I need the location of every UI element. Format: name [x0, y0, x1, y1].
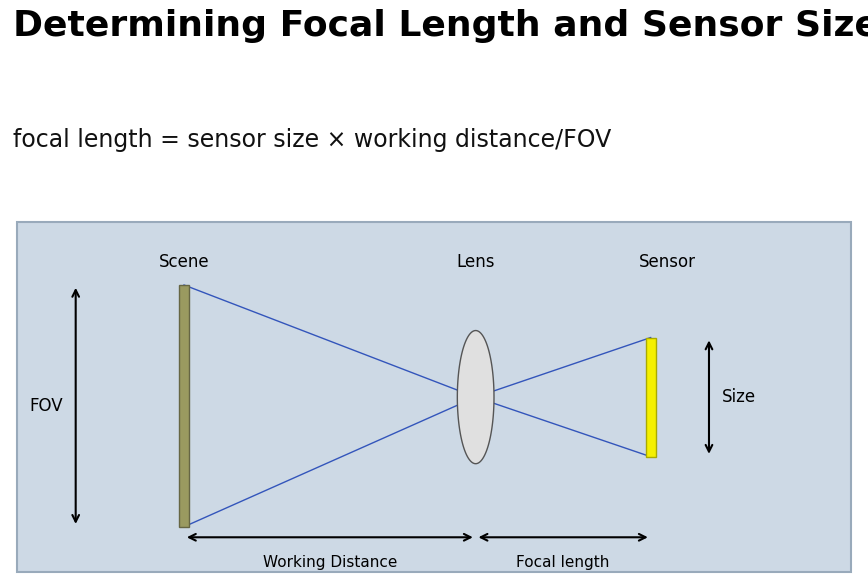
Text: focal length = sensor size × working distance/FOV: focal length = sensor size × working dis… [13, 128, 611, 152]
Text: Lens: Lens [457, 253, 495, 272]
Polygon shape [457, 331, 494, 464]
Text: Sensor: Sensor [639, 253, 696, 272]
Text: Determining Focal Length and Sensor Size: Determining Focal Length and Sensor Size [13, 9, 868, 43]
Text: Scene: Scene [159, 253, 209, 272]
Bar [179, 285, 189, 527]
Bar [646, 338, 655, 457]
Text: FOV: FOV [30, 397, 63, 415]
Text: Working Distance: Working Distance [263, 555, 397, 570]
Text: Focal length: Focal length [516, 555, 610, 570]
FancyBboxPatch shape [17, 222, 851, 572]
Text: Size: Size [721, 388, 756, 406]
